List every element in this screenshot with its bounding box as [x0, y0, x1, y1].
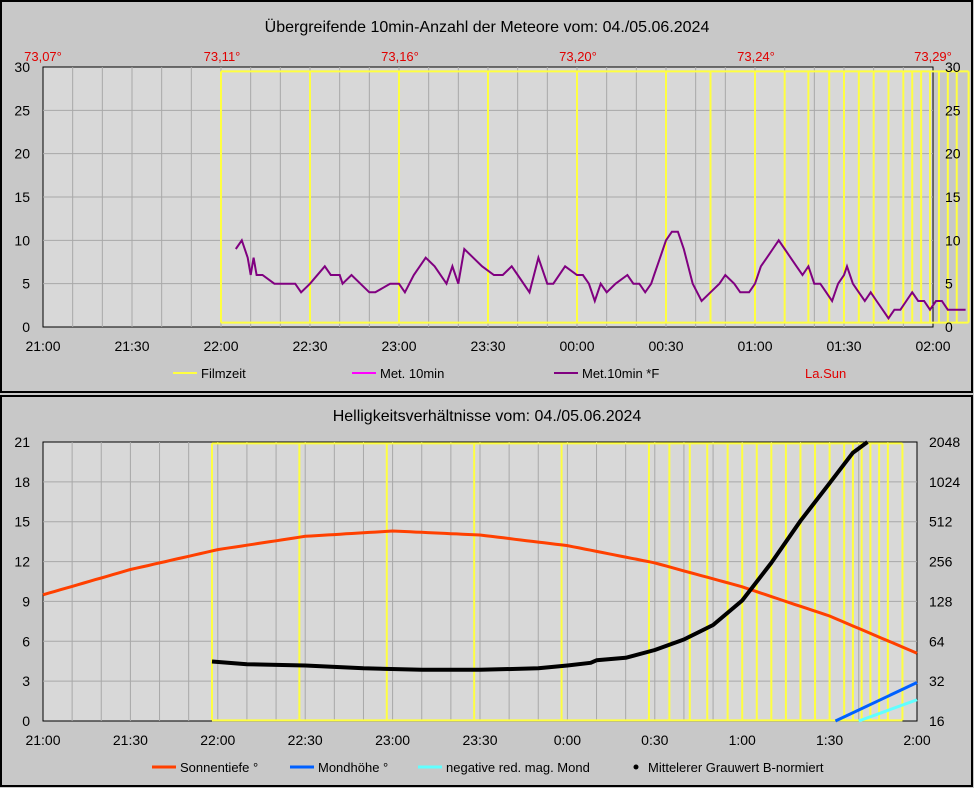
- y-tick-label-right: 32: [929, 673, 945, 689]
- x-tick-label: 22:00: [200, 732, 235, 748]
- y-tick-label-left: 12: [14, 554, 30, 570]
- legend-label: negative red. mag. Mond: [446, 760, 590, 775]
- chart-1-title: Übergreifende 10min-Anzahl der Meteore v…: [265, 18, 710, 36]
- top-tick-label: 73,07°: [24, 49, 62, 64]
- y-tick-label-right: 1024: [929, 474, 960, 490]
- legend-swatch: [633, 764, 639, 770]
- y-tick-label-left: 5: [22, 276, 30, 292]
- legend-label: Mittelerer Grauwert B-normiert: [648, 760, 824, 775]
- x-tick-label: 01:30: [826, 338, 861, 354]
- x-tick-label: 22:30: [292, 338, 327, 354]
- y-tick-label-left: 18: [14, 474, 30, 490]
- y-tick-label-left: 6: [22, 633, 30, 649]
- x-tick-label: 01:00: [737, 338, 772, 354]
- y-tick-label-right: 0: [945, 319, 953, 335]
- x-tick-label: 21:00: [25, 732, 60, 748]
- top-tick-label: 73,24°: [737, 49, 775, 64]
- y-tick-label-left: 21: [14, 434, 30, 450]
- y-tick-label-left: 9: [22, 593, 30, 609]
- x-tick-label: 02:00: [915, 338, 950, 354]
- y-tick-label-right: 10: [945, 232, 961, 248]
- chart-2-title: Helligkeitsverhältnisse vom: 04./05.06.2…: [333, 408, 642, 425]
- legend-label: Met. 10min: [380, 366, 444, 381]
- x-tick-label: 22:00: [203, 338, 238, 354]
- x-tick-label: 00:00: [559, 338, 594, 354]
- x-tick-label: 2:00: [903, 732, 930, 748]
- x-tick-label: 23:00: [375, 732, 410, 748]
- y-tick-label-right: 20: [945, 146, 961, 162]
- x-tick-label: 1:30: [816, 732, 843, 748]
- y-tick-label-right: 16: [929, 713, 945, 729]
- y-tick-label-left: 0: [22, 319, 30, 335]
- chart-1-filmzeit-series: [220, 70, 970, 324]
- series-mondhoehe: [834, 681, 918, 723]
- y-tick-label-left: 20: [14, 146, 30, 162]
- x-tick-label: 00:30: [648, 338, 683, 354]
- x-tick-label: 1:00: [729, 732, 756, 748]
- y-tick-label-right: 64: [929, 633, 945, 649]
- x-tick-label: 23:30: [470, 338, 505, 354]
- x-tick-label: 23:00: [381, 338, 416, 354]
- series-negative-mag-mond: [858, 698, 918, 723]
- top-tick-label: 73,11°: [204, 49, 241, 64]
- y-tick-label-right: 25: [945, 102, 961, 118]
- chart-2-series: [42, 440, 918, 723]
- y-tick-label-left: 15: [14, 514, 30, 530]
- x-tick-label: 0:30: [641, 732, 668, 748]
- y-tick-label-left: 0: [22, 713, 30, 729]
- chart-1-ticks: 21:00 21:30 22:00 22:30 23:00 23:30 00:00 00:30…: [14, 49, 960, 354]
- y-tick-label-left: 3: [22, 673, 30, 689]
- top-tick-label: 73,29°: [914, 49, 952, 64]
- y-tick-label-left: 25: [14, 102, 30, 118]
- y-tick-label-left: 10: [14, 232, 30, 248]
- chart-1-met-series: [234, 230, 966, 321]
- top-tick-label: 73,16°: [381, 49, 419, 64]
- chart-2: 21:00 21:30 22:00 22:30 23:00 23:30 0:00 0:30 1:…: [14, 434, 960, 748]
- legend-label: Met.10min *F: [582, 366, 659, 381]
- y-tick-label-right: 15: [945, 189, 961, 205]
- legend-label: Filmzeit: [201, 366, 246, 381]
- chart-2-legend: Sonnentiefe ° Mondhöhe ° negative red. mag…: [152, 760, 824, 775]
- top-tick-label: 73,20°: [559, 49, 597, 64]
- y-tick-label-right: 128: [929, 593, 953, 609]
- chart-1-legend: Filmzeit Met. 10min Met.10min *F La.Sun: [173, 366, 846, 381]
- series-met10min-f: [234, 230, 966, 321]
- x-tick-label: 23:30: [462, 732, 497, 748]
- y-tick-label-left: 30: [14, 59, 30, 75]
- y-tick-label-right: 2048: [929, 434, 960, 450]
- x-tick-label: 21:30: [114, 338, 149, 354]
- x-tick-label: 21:30: [113, 732, 148, 748]
- legend-label: Sonnentiefe °: [180, 760, 258, 775]
- y-tick-label-right: 512: [929, 514, 953, 530]
- chart-1: 21:00 21:30 22:00 22:30 23:00 23:30 00:00 00:30…: [14, 49, 970, 354]
- y-tick-label-right: 256: [929, 554, 953, 570]
- y-tick-label-right: 5: [945, 276, 953, 292]
- legend-label: Mondhöhe °: [318, 760, 388, 775]
- x-tick-label: 22:30: [288, 732, 323, 748]
- chart-2-ticks: 21:00 21:30 22:00 22:30 23:00 23:30 0:00 0:30 1:…: [14, 434, 960, 748]
- series-grauwert: [211, 440, 869, 672]
- x-tick-label: 0:00: [554, 732, 581, 748]
- series-sonnentiefe: [42, 529, 918, 655]
- legend-label-lasun: La.Sun: [805, 366, 846, 381]
- y-tick-label-right: 30: [945, 59, 961, 75]
- x-tick-label: 21:00: [25, 338, 60, 354]
- y-tick-label-left: 15: [14, 189, 30, 205]
